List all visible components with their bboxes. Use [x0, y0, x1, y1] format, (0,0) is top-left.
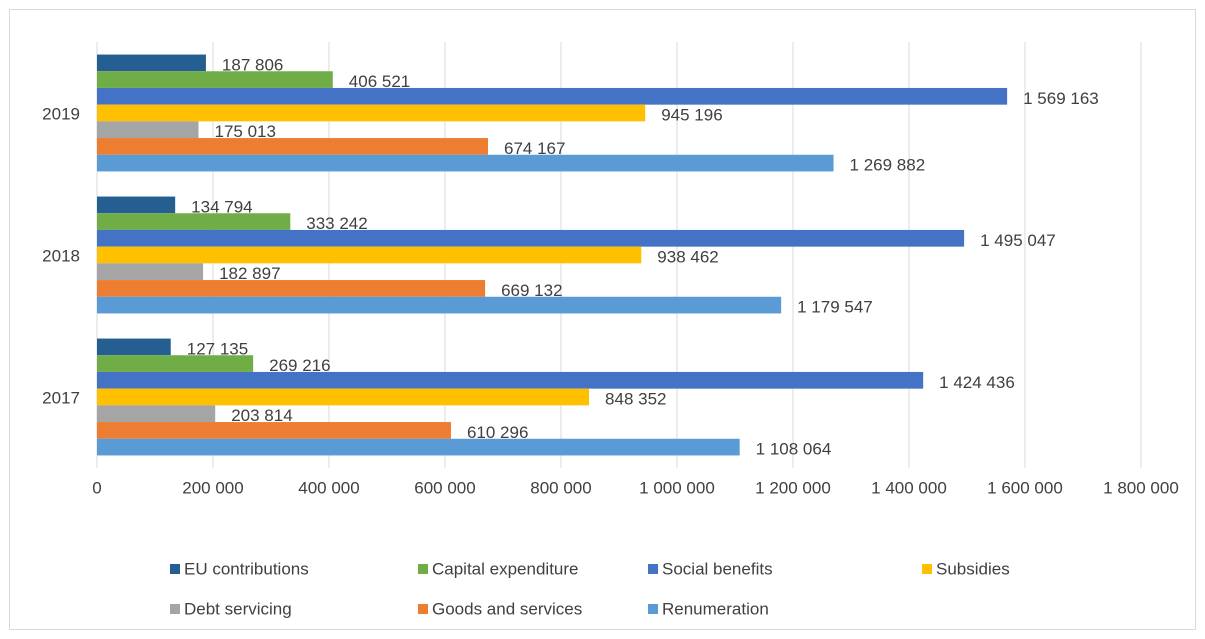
value-label: 1 108 064 [756, 440, 832, 459]
y-tick-label: 2019 [42, 104, 80, 123]
bar [97, 229, 965, 247]
value-label: 187 806 [222, 55, 283, 74]
bar [97, 280, 486, 297]
bar [97, 263, 204, 281]
bar [97, 388, 590, 406]
bar [97, 121, 199, 139]
legend-label: Social benefits [662, 559, 773, 578]
bar [97, 213, 291, 230]
bar [97, 87, 1008, 105]
value-label: 406 521 [349, 72, 410, 91]
value-label: 1 569 163 [1023, 89, 1099, 108]
bar [97, 422, 451, 439]
y-tick-label: 2017 [42, 388, 80, 407]
x-tick-label: 600 000 [414, 478, 475, 497]
value-label: 203 814 [231, 406, 292, 425]
bar [97, 371, 924, 389]
value-label: 674 167 [504, 139, 565, 158]
legend-label: EU contributions [184, 559, 309, 578]
bar [97, 138, 489, 155]
legend-label: Subsidies [936, 559, 1010, 578]
value-label: 134 794 [191, 197, 252, 216]
legend-swatch [648, 564, 658, 574]
value-label: 182 897 [219, 264, 280, 283]
value-label: 610 296 [467, 423, 528, 442]
x-tick-label: 1 800 000 [1103, 478, 1179, 497]
bar [97, 71, 333, 88]
x-tick-label: 1 400 000 [871, 478, 947, 497]
legend-label: Capital expenditure [432, 559, 578, 578]
legend-swatch [418, 604, 428, 614]
value-label: 175 013 [215, 122, 276, 141]
legend-swatch [418, 564, 428, 574]
legend-swatch [648, 604, 658, 614]
value-label: 1 495 047 [980, 231, 1056, 250]
legend-label: Debt servicing [184, 599, 292, 618]
value-label: 127 135 [187, 339, 248, 358]
x-tick-label: 1 000 000 [639, 478, 715, 497]
x-tick-label: 200 000 [182, 478, 243, 497]
x-tick-label: 0 [92, 478, 101, 497]
bar [97, 154, 834, 172]
x-tick-label: 400 000 [298, 478, 359, 497]
legend-swatch [922, 564, 932, 574]
value-label: 848 352 [605, 389, 666, 408]
legend-label: Goods and services [432, 599, 582, 618]
value-label: 1 179 547 [797, 298, 873, 317]
value-label: 1 269 882 [850, 156, 926, 175]
value-label: 669 132 [501, 281, 562, 300]
bar [97, 405, 216, 423]
bar [97, 338, 171, 356]
bar [97, 246, 642, 264]
x-tick-label: 1 200 000 [755, 478, 831, 497]
legend-swatch [170, 604, 180, 614]
value-label: 269 216 [269, 356, 330, 375]
legend-swatch [170, 564, 180, 574]
value-label: 938 462 [657, 247, 718, 266]
bar [97, 196, 176, 214]
bar [97, 355, 254, 372]
bar [97, 296, 782, 314]
y-tick-label: 2018 [42, 246, 80, 265]
bar [97, 438, 740, 456]
value-label: 1 424 436 [939, 373, 1015, 392]
legend-label: Renumeration [662, 599, 769, 618]
value-label: 333 242 [306, 214, 367, 233]
x-tick-label: 1 600 000 [987, 478, 1063, 497]
bar [97, 104, 646, 122]
x-tick-label: 800 000 [530, 478, 591, 497]
bar [97, 54, 206, 72]
value-label: 945 196 [661, 105, 722, 124]
